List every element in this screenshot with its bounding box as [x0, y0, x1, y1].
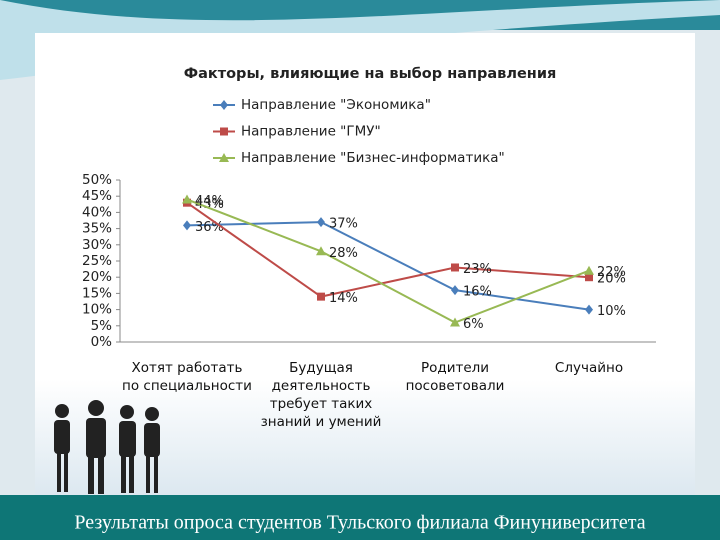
x-tick-label: Родители посоветовали: [405, 360, 505, 394]
panel: [35, 33, 695, 495]
footer-text: Результаты опроса студентов Тульского фи…: [74, 512, 645, 534]
series-line: [186, 221, 590, 311]
y-tick-label: 50%: [82, 172, 112, 188]
data-label: 20%: [597, 272, 626, 287]
chart-title: Факторы, влияющие на выбор направления: [184, 66, 557, 82]
data-label: 23%: [463, 262, 492, 277]
footer-bar: [0, 495, 720, 540]
point: [316, 246, 326, 256]
y-tick-label: 35%: [82, 221, 112, 237]
point: [585, 304, 593, 315]
y-tick-label: 10%: [82, 302, 112, 318]
y-tick-label: 45%: [82, 188, 112, 204]
y-tick-label: 0%: [91, 334, 113, 350]
point: [317, 217, 325, 228]
data-label: 16%: [463, 285, 492, 300]
point: [451, 285, 459, 296]
point: [183, 220, 191, 231]
legend-marker: [220, 127, 228, 136]
point: [584, 265, 594, 275]
data-label: 6%: [463, 317, 484, 332]
legend-label: Направление "Бизнес-информатика": [241, 150, 505, 166]
legend-marker: [219, 153, 229, 162]
point: [450, 317, 460, 327]
data-label: 22%: [597, 265, 626, 280]
data-label: 44%: [195, 194, 224, 209]
series-line: [186, 198, 590, 324]
series-line: [186, 201, 590, 298]
data-label: 10%: [597, 304, 626, 319]
y-tick-label: 40%: [82, 204, 112, 220]
point: [585, 273, 593, 282]
legend-marker: [220, 100, 228, 110]
point: [182, 194, 192, 204]
y-tick-label: 20%: [82, 269, 112, 285]
x-tick-label: Будущая деятельность требует таких знани…: [260, 360, 382, 430]
y-tick-label: 30%: [82, 237, 112, 253]
legend-label: Направление "ГМУ": [241, 124, 381, 140]
point: [317, 292, 325, 301]
data-label: 14%: [329, 291, 358, 306]
data-label: 43%: [195, 197, 224, 212]
y-tick-label: 25%: [82, 253, 112, 269]
y-tick-label: 5%: [91, 318, 113, 334]
silhouettes: [54, 400, 160, 494]
data-label: 28%: [329, 246, 358, 261]
x-tick-label: Хотят работать по специальности: [122, 360, 252, 394]
point: [451, 263, 459, 272]
y-tick-label: 15%: [82, 285, 112, 301]
data-label: 36%: [195, 220, 224, 235]
x-tick-label: Случайно: [554, 360, 624, 376]
legend-label: Направление "Экономика": [241, 97, 431, 113]
data-label: 37%: [329, 217, 358, 232]
